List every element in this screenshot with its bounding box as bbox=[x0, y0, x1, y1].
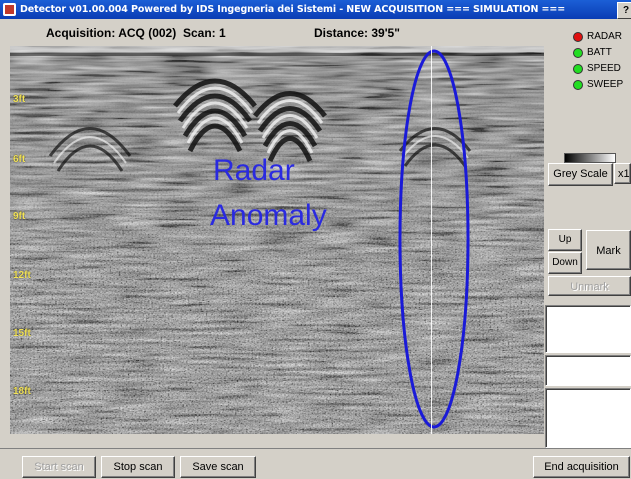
green-led-icon bbox=[573, 48, 583, 58]
radar-display[interactable]: 3ft 6ft 9ft 12ft 15ft 18ft Radar Anomaly bbox=[10, 46, 544, 434]
status-label: SPEED bbox=[587, 63, 621, 74]
mark-button[interactable]: Mark bbox=[586, 230, 631, 270]
separator bbox=[0, 448, 631, 449]
grey-scale-preview bbox=[564, 153, 616, 163]
end-acquisition-button[interactable]: End acquisition bbox=[533, 456, 630, 478]
info-bar: Acquisition: ACQ (002) Scan: 1 Distance:… bbox=[10, 21, 540, 43]
anomaly-annotation-line2: Anomaly bbox=[210, 199, 327, 232]
up-button[interactable]: Up bbox=[548, 229, 582, 251]
anomaly-annotation-line1: Radar bbox=[213, 154, 295, 187]
unmark-button[interactable]: Unmark bbox=[548, 276, 631, 296]
distance-label: Distance: 39'5" bbox=[314, 26, 400, 40]
depth-label: 9ft bbox=[13, 211, 26, 222]
scan-marker-line bbox=[431, 46, 432, 434]
status-label: BATT bbox=[587, 47, 612, 58]
help-button[interactable]: ? bbox=[617, 2, 631, 19]
depth-label: 12ft bbox=[13, 270, 31, 281]
info-box-1 bbox=[545, 305, 631, 353]
depth-label: 15ft bbox=[13, 328, 31, 339]
title-bar: Detector v01.00.004 Powered by IDS Ingeg… bbox=[0, 0, 631, 19]
app-icon bbox=[3, 3, 16, 16]
depth-label: 3ft bbox=[13, 94, 26, 105]
start-scan-button[interactable]: Start scan bbox=[22, 456, 96, 478]
green-led-icon bbox=[573, 64, 583, 74]
down-button[interactable]: Down bbox=[548, 252, 582, 274]
depth-label: 18ft bbox=[13, 386, 31, 397]
window-title: Detector v01.00.004 Powered by IDS Ingeg… bbox=[20, 4, 566, 15]
depth-label: 6ft bbox=[13, 154, 26, 165]
status-label: SWEEP bbox=[587, 79, 624, 90]
grey-scale-button[interactable]: Grey Scale bbox=[548, 163, 613, 186]
zoom-multiplier-button[interactable]: x1 bbox=[614, 163, 631, 184]
scan-label: Scan: 1 bbox=[183, 26, 226, 40]
green-led-icon bbox=[573, 80, 583, 90]
notes-box[interactable] bbox=[545, 388, 631, 448]
red-led-icon bbox=[573, 32, 583, 42]
info-box-2 bbox=[545, 355, 631, 386]
save-scan-button[interactable]: Save scan bbox=[180, 456, 256, 478]
acquisition-label: Acquisition: ACQ (002) bbox=[46, 26, 177, 40]
radar-image bbox=[10, 46, 544, 434]
status-label: RADAR bbox=[587, 31, 623, 42]
stop-scan-button[interactable]: Stop scan bbox=[101, 456, 175, 478]
